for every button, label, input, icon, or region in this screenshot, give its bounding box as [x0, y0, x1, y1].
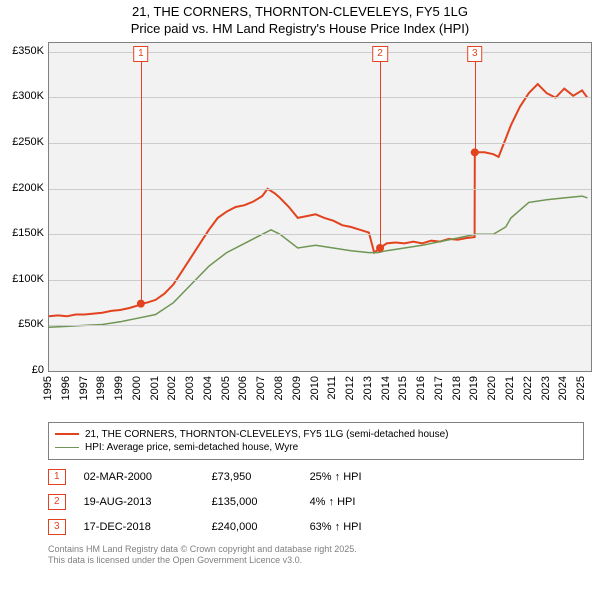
transaction-row: 3 17-DEC-2018 £240,000 63% ↑ HPI [48, 519, 584, 535]
legend-item: HPI: Average price, semi-detached house,… [55, 442, 577, 453]
x-tick-label: 2004 [202, 376, 214, 400]
transaction-delta: 4% ↑ HPI [310, 496, 400, 508]
x-tick-label: 2001 [149, 376, 161, 400]
gridline [49, 280, 591, 281]
gridline [49, 234, 591, 235]
transaction-row: 2 19-AUG-2013 £135,000 4% ↑ HPI [48, 494, 584, 510]
title-line1: 21, THE CORNERS, THORNTON-CLEVELEYS, FY5… [132, 4, 468, 19]
y-tick-label: £150K [12, 227, 44, 239]
y-tick-label: £350K [12, 45, 44, 57]
x-tick-label: 1998 [95, 376, 107, 400]
x-tick-label: 2002 [166, 376, 178, 400]
callout-box: 3 [467, 46, 483, 62]
x-tick-label: 2009 [291, 376, 303, 400]
x-tick-label: 2011 [326, 376, 338, 400]
gridline [49, 143, 591, 144]
x-tick-label: 1997 [78, 376, 90, 400]
transaction-delta: 25% ↑ HPI [310, 471, 400, 483]
x-tick-label: 2003 [184, 376, 196, 400]
x-tick-label: 2014 [380, 376, 392, 400]
footer-line2: This data is licensed under the Open Gov… [48, 555, 302, 565]
x-tick-label: 1995 [42, 376, 54, 400]
transaction-number: 2 [48, 494, 66, 510]
gridline [49, 52, 591, 53]
y-tick-label: £50K [18, 318, 44, 330]
transactions-block: 1 02-MAR-2000 £73,950 25% ↑ HPI 2 19-AUG-2013… [48, 469, 584, 535]
x-tick-label: 2008 [273, 376, 285, 400]
y-tick-label: £0 [32, 364, 44, 376]
gridline [49, 325, 591, 326]
x-tick-label: 2021 [504, 376, 516, 400]
transaction-date: 19-AUG-2013 [84, 496, 194, 508]
chart-title: 21, THE CORNERS, THORNTON-CLEVELEYS, FY5… [0, 0, 600, 38]
transaction-date: 17-DEC-2018 [84, 521, 194, 533]
legend-swatch [55, 433, 79, 435]
gridline [49, 189, 591, 190]
footer-attribution: Contains HM Land Registry data © Crown c… [48, 544, 584, 567]
callout-line [475, 61, 476, 152]
x-tick-label: 2013 [362, 376, 374, 400]
x-tick-label: 2019 [468, 376, 480, 400]
x-tick-label: 2020 [486, 376, 498, 400]
x-tick-label: 2015 [397, 376, 409, 400]
legend: 21, THE CORNERS, THORNTON-CLEVELEYS, FY5… [48, 422, 584, 460]
transaction-date: 02-MAR-2000 [84, 471, 194, 483]
callout-line [141, 61, 142, 304]
title-line2: Price paid vs. HM Land Registry's House … [131, 21, 469, 36]
x-tick-label: 2025 [575, 376, 587, 400]
callout-line [380, 61, 381, 248]
x-tick-label: 2005 [220, 376, 232, 400]
transaction-number: 3 [48, 519, 66, 535]
x-tick-label: 2007 [255, 376, 267, 400]
legend-item: 21, THE CORNERS, THORNTON-CLEVELEYS, FY5… [55, 429, 577, 440]
y-tick-label: £200K [12, 182, 44, 194]
gridline [49, 97, 591, 98]
x-tick-label: 2022 [522, 376, 534, 400]
x-tick-label: 2006 [237, 376, 249, 400]
y-tick-label: £250K [12, 136, 44, 148]
callout-box: 2 [372, 46, 388, 62]
x-tick-label: 2017 [433, 376, 445, 400]
footer-line1: Contains HM Land Registry data © Crown c… [48, 544, 357, 554]
transaction-delta: 63% ↑ HPI [310, 521, 400, 533]
chart-svg [49, 43, 591, 371]
x-tick-label: 2012 [344, 376, 356, 400]
x-tick-label: 2010 [309, 376, 321, 400]
x-tick-label: 2016 [415, 376, 427, 400]
plot-area: 1 2 3 [48, 42, 592, 372]
legend-label: 21, THE CORNERS, THORNTON-CLEVELEYS, FY5… [85, 429, 448, 440]
transaction-row: 1 02-MAR-2000 £73,950 25% ↑ HPI [48, 469, 584, 485]
transaction-price: £240,000 [212, 521, 292, 533]
x-tick-label: 1999 [113, 376, 125, 400]
x-tick-label: 1996 [60, 376, 72, 400]
transaction-number: 1 [48, 469, 66, 485]
transaction-price: £135,000 [212, 496, 292, 508]
y-tick-label: £300K [12, 90, 44, 102]
chart-container: 1 2 3 £0 £50K £100K £150K £200K £250K £300K £350K… [0, 38, 600, 420]
callout-box: 1 [133, 46, 149, 62]
x-tick-label: 2023 [540, 376, 552, 400]
x-tick-label: 2000 [131, 376, 143, 400]
legend-label: HPI: Average price, semi-detached house,… [85, 442, 298, 453]
x-tick-label: 2024 [557, 376, 569, 400]
x-tick-label: 2018 [451, 376, 463, 400]
legend-swatch [55, 447, 79, 448]
transaction-price: £73,950 [212, 471, 292, 483]
series-line [49, 84, 587, 316]
y-tick-label: £100K [12, 273, 44, 285]
